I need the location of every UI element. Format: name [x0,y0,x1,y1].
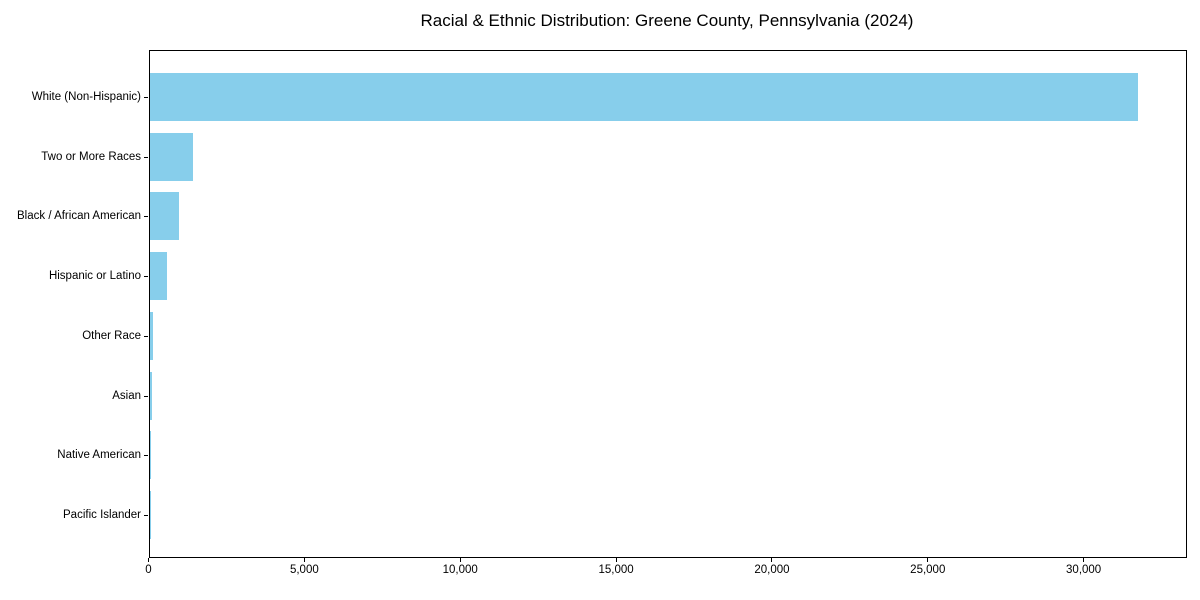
x-tick [459,558,461,562]
y-tick-label: Asian [112,389,141,402]
bar [149,192,180,241]
x-tick-label: 5,000 [289,564,319,576]
x-tick [771,558,773,562]
y-tick-label: Native American [57,449,141,462]
y-tick [144,514,148,516]
bar [149,132,194,181]
chart-title: Racial & Ethnic Distribution: Greene Cou… [420,11,914,30]
y-tick-label: Pacific Islander [63,508,141,521]
x-tick-label: 25,000 [910,564,946,576]
y-tick [144,276,148,278]
bar [149,252,167,301]
x-tick-label: 15,000 [598,564,634,576]
bar [149,73,1138,121]
y-tick-label: Other Race [82,329,141,342]
x-tick [303,558,305,562]
x-tick-label: 30,000 [1066,564,1102,576]
y-tick-label: Black / African American [17,210,141,223]
bar [149,371,152,420]
bar [149,431,151,480]
x-tick-label: 10,000 [442,564,478,576]
x-tick [927,558,929,562]
x-tick-label: 0 [145,564,152,576]
y-tick [144,156,148,158]
x-tick-label: 20,000 [754,564,790,576]
y-tick [144,455,148,457]
y-tick-label: White (Non-Hispanic) [31,91,141,103]
y-tick [144,335,148,337]
y-tick [144,97,148,98]
plot-area [148,50,1187,558]
x-tick [1083,558,1085,562]
x-tick [148,558,149,562]
y-tick [144,216,148,218]
y-tick [144,395,148,397]
y-tick-label: Hispanic or Latino [48,270,141,283]
x-tick [615,558,617,562]
bar [149,311,153,360]
y-tick-label: Two or More Races [41,150,141,163]
